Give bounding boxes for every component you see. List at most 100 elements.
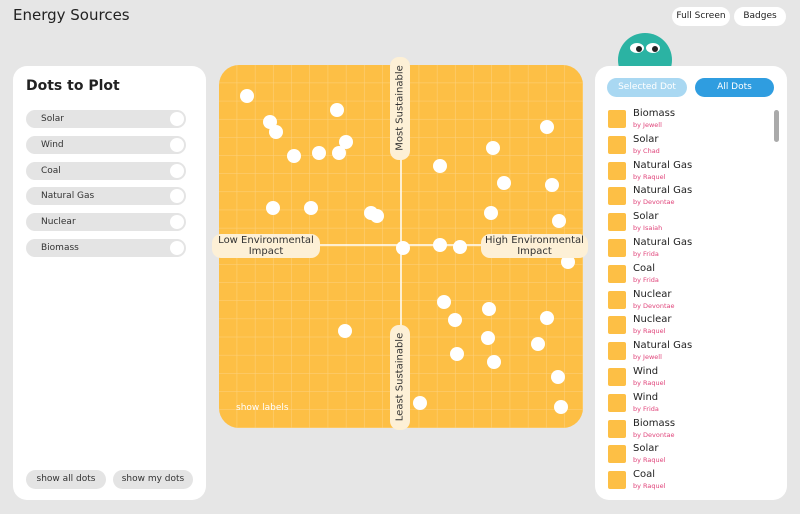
dot-name: Coal xyxy=(633,469,656,481)
selected-dot-tab[interactable]: Selected Dot xyxy=(607,78,687,97)
dot-icon xyxy=(608,187,626,206)
dot-author: by Frida xyxy=(633,275,659,284)
dot-filter-toggle[interactable]: Biomass xyxy=(26,239,186,257)
dot-list: Biomass by Jewell Solar by Chad Natural Gas b… xyxy=(595,104,787,496)
top-axis-label: Most Sustainable xyxy=(394,65,406,151)
dot-list-item[interactable]: Nuclear by Devontae xyxy=(608,289,768,313)
dot-name: Solar xyxy=(633,133,659,145)
dot-name: Nuclear xyxy=(633,314,672,326)
dot-name: Natural Gas xyxy=(633,159,693,171)
plot-dot[interactable] xyxy=(551,370,565,384)
dot-list-item[interactable]: Coal by Raquel xyxy=(608,469,768,493)
dot-name: Coal xyxy=(633,262,656,274)
plot-dot[interactable] xyxy=(312,146,326,160)
plot-dot[interactable] xyxy=(482,302,496,316)
plot-dot[interactable] xyxy=(545,178,559,192)
full-screen-button[interactable]: Full Screen xyxy=(672,7,730,26)
plot-dot[interactable] xyxy=(437,295,451,309)
plot-dot[interactable] xyxy=(287,149,301,163)
dot-list-item[interactable]: Solar by Isaiah xyxy=(608,211,768,235)
plot-dot[interactable] xyxy=(304,201,318,215)
plot-dot[interactable] xyxy=(433,159,447,173)
plot-dot[interactable] xyxy=(552,214,566,228)
plot-dot[interactable] xyxy=(370,209,384,223)
dot-author: by Frida xyxy=(633,250,659,258)
left-axis-label: Low Environmental Impact xyxy=(212,234,320,258)
dot-icon xyxy=(608,161,626,180)
show-labels-toggle[interactable]: show labels xyxy=(236,403,289,413)
dot-name: Natural Gas xyxy=(633,185,693,197)
show-mine-button[interactable]: show my dots xyxy=(113,470,193,489)
dot-filter-toggle[interactable]: Wind xyxy=(26,135,186,154)
show-all-button[interactable]: show all dots xyxy=(26,470,106,489)
dot-author: by Isaiah xyxy=(633,224,663,233)
app-title: Energy Sources xyxy=(13,6,130,24)
dot-icon xyxy=(608,342,626,361)
dot-author: by Jewell xyxy=(633,353,662,362)
plot-dot[interactable] xyxy=(497,176,511,190)
plot-dot[interactable] xyxy=(396,241,410,255)
plot-dot[interactable] xyxy=(554,400,568,414)
plot-dot[interactable] xyxy=(540,120,554,134)
dot-icon xyxy=(608,445,626,464)
dot-filter-toggle[interactable]: Natural Gas xyxy=(26,187,186,206)
plot-dot[interactable] xyxy=(269,125,283,139)
dot-list-item[interactable]: Biomass by Devontae xyxy=(608,418,768,442)
dot-author: by Devontae xyxy=(633,198,675,207)
dot-name: Wind xyxy=(633,391,659,403)
plot-dot[interactable] xyxy=(339,135,353,149)
plot-dot[interactable] xyxy=(540,311,554,325)
dot-author: by Raquel xyxy=(633,482,666,491)
plot-dot[interactable] xyxy=(240,89,254,103)
plot-dot[interactable] xyxy=(413,396,427,410)
dot-list-item[interactable]: Coal by Frida xyxy=(608,263,768,287)
dot-name: Nuclear xyxy=(633,288,672,300)
badges-button[interactable]: Badges xyxy=(734,7,786,26)
plot-dot[interactable] xyxy=(481,331,495,345)
dot-filter-toggle[interactable]: Nuclear xyxy=(26,213,186,232)
dot-list-item[interactable]: Solar by Raquel xyxy=(608,443,768,467)
scrollbar xyxy=(774,110,779,142)
dot-author: by Devontae xyxy=(633,430,675,439)
dot-list-item[interactable]: Natural Gas by Raquel xyxy=(608,160,768,184)
list-panel xyxy=(595,66,787,500)
plot-dot[interactable] xyxy=(453,240,467,254)
plot-dot[interactable] xyxy=(332,146,346,160)
plot-dot[interactable] xyxy=(486,141,500,155)
filter-panel: Dots to Plot xyxy=(13,66,206,500)
dot-list-item[interactable]: Natural Gas by Devontae xyxy=(608,185,768,209)
dot-author: by Raquel xyxy=(633,327,666,336)
plot-dot[interactable] xyxy=(433,238,447,252)
plot-dot[interactable] xyxy=(487,355,501,369)
dot-list-item[interactable]: Natural Gas by Jewell xyxy=(608,340,768,364)
dot-name: Natural Gas xyxy=(633,237,693,248)
dot-list-item[interactable]: Wind by Raquel xyxy=(608,366,768,390)
dot-icon xyxy=(608,135,626,154)
dot-author: by Devontae xyxy=(633,301,675,310)
dot-list-item[interactable]: Nuclear by Raquel xyxy=(608,314,768,338)
dot-list-item[interactable]: Natural Gas by Frida xyxy=(608,237,768,261)
dot-author: by Raquel xyxy=(633,456,666,465)
dot-filter-toggle[interactable]: Solar xyxy=(26,110,186,128)
dot-icon xyxy=(608,316,626,335)
plot-dot[interactable] xyxy=(448,313,462,327)
top-label-pill xyxy=(390,57,410,160)
dot-list-item[interactable]: Wind by Frida xyxy=(608,392,768,416)
mascot xyxy=(618,33,672,70)
dot-icon xyxy=(608,290,626,309)
plot-dot[interactable] xyxy=(450,347,464,361)
plot-dot[interactable] xyxy=(330,103,344,117)
dot-icon xyxy=(608,110,626,128)
all-dots-tab[interactable]: All Dots xyxy=(695,78,774,97)
plot-dot[interactable] xyxy=(484,206,498,220)
right-axis-label: High Environmental Impact xyxy=(481,234,588,258)
plot-dot[interactable] xyxy=(266,201,280,215)
dot-filter-toggle[interactable]: Coal xyxy=(26,161,186,180)
plot-dot[interactable] xyxy=(561,255,575,269)
dot-list-item[interactable]: Solar by Chad xyxy=(608,134,768,158)
plot-dot[interactable] xyxy=(531,337,545,351)
plot-dot[interactable] xyxy=(338,324,352,338)
dot-icon xyxy=(608,213,626,232)
dot-list-item[interactable]: Biomass by Jewell xyxy=(608,108,768,132)
plot-area xyxy=(219,65,583,428)
